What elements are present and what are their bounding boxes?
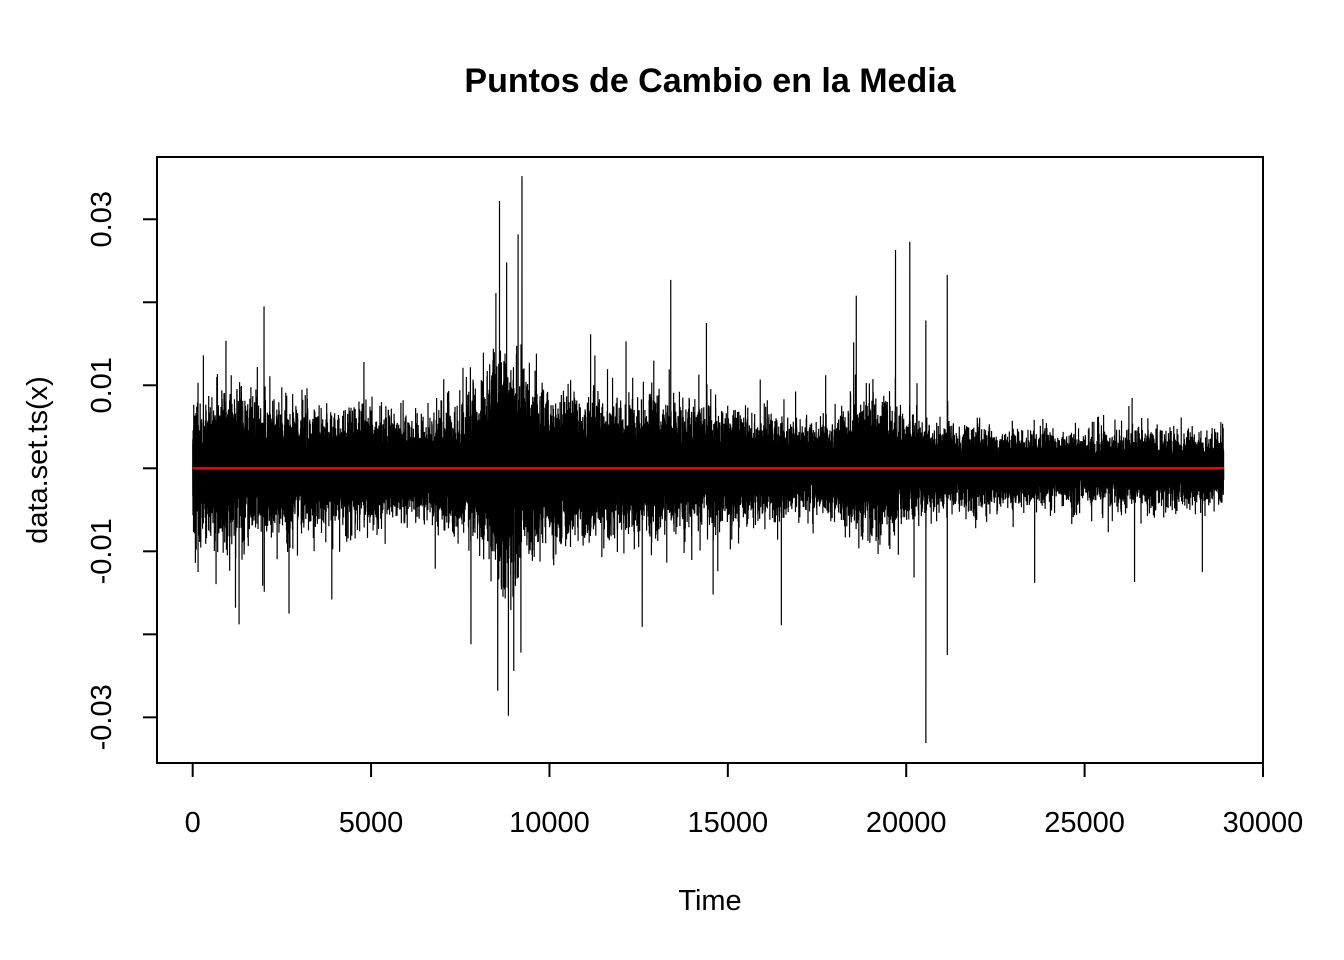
y-axis: -0.03 -0.01 0.01 0.03 [86,191,158,750]
x-axis: 0 5000 10000 15000 20000 25000 30000 [185,762,1304,839]
x-tick-label: 30000 [1223,807,1304,839]
x-axis-label: Time [678,885,741,917]
y-tick-label: -0.03 [86,684,118,750]
x-tick-label: 0 [185,807,201,839]
x-tick-label: 10000 [509,807,590,839]
x-tick-label: 5000 [339,807,404,839]
y-tick-label: -0.01 [86,518,118,584]
series-line [192,176,1225,744]
x-tick-label: 15000 [688,807,769,839]
plot-series [192,176,1225,744]
y-axis-label: data.set.ts(x) [22,376,54,544]
y-tick-label: 0.03 [86,191,118,247]
y-tick-label: 0.01 [86,357,118,413]
x-tick-label: 20000 [866,807,947,839]
chart-title: Puntos de Cambio en la Media [464,62,956,100]
x-tick-label: 25000 [1044,807,1125,839]
